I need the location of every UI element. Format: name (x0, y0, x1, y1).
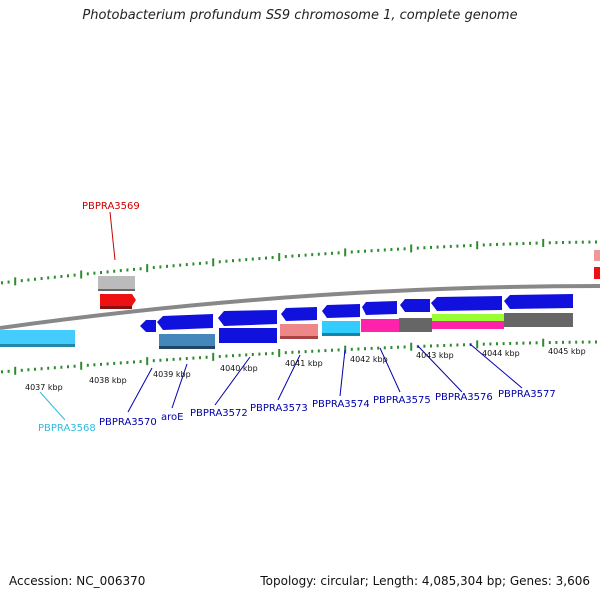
gene-feature-arrow-2[interactable] (218, 310, 277, 326)
map-title: Photobacterium profundum SS9 chromosome … (82, 8, 518, 23)
gene-label-pbpra3573[interactable]: PBPRA3573 (250, 403, 308, 414)
gene-feature-aroe[interactable] (159, 334, 215, 346)
tick-label: 4039 kbp (153, 370, 191, 379)
gene-feature-pbpra3573-shadow (280, 336, 318, 339)
gene-feature-pbpra3569-shadow (100, 306, 132, 309)
gene-feature-pbpra3568-shadow (0, 344, 75, 347)
gene-feature-edge-red[interactable] (594, 267, 600, 279)
gene-feature-pbpra3576-bottom[interactable] (432, 321, 504, 329)
gene-label-aroe[interactable]: aroE (161, 412, 183, 423)
gene-feature-aroe-shadow (159, 346, 215, 349)
gene-label-pbpra3572[interactable]: PBPRA3572 (190, 408, 248, 419)
gene-feature-pbpra3570-arrow[interactable] (157, 314, 213, 330)
gene-features[interactable] (0, 250, 600, 349)
gene-feature-arrow-8[interactable] (504, 294, 573, 309)
gene-feature-pbpra3573[interactable] (280, 324, 318, 336)
tick-label: 4044 kbp (482, 349, 520, 358)
gene-feature-pbpra3575[interactable] (361, 319, 399, 332)
gene-feature-small-arrow[interactable] (140, 320, 156, 332)
gene-label-pbpra3568[interactable]: PBPRA3568 (38, 423, 96, 434)
gene-label-pbpra3576[interactable]: PBPRA3576 (435, 392, 493, 403)
gene-label-pbpra3574[interactable]: PBPRA3574 (312, 399, 370, 410)
tick-label: 4041 kbp (285, 359, 323, 368)
gene-label-pbpra3570[interactable]: PBPRA3570 (99, 417, 157, 428)
gene-labels[interactable]: PBPRA3569 PBPRA3568 PBPRA3570 aroE PBPRA… (38, 201, 556, 434)
gene-feature-pbpra3569[interactable] (100, 294, 136, 306)
gene-feature-grey[interactable] (98, 276, 135, 289)
gene-feature-pbpra3576-top[interactable] (432, 314, 504, 321)
tick-label: 4038 kbp (89, 376, 127, 385)
gene-feature-arrow-7[interactable] (431, 296, 502, 311)
gene-label-pbpra3575[interactable]: PBPRA3575 (373, 395, 431, 406)
callout-lines (39, 211, 523, 421)
chromosome-backbone (0, 284, 600, 330)
gene-feature-pbpra3568[interactable] (0, 330, 75, 344)
gene-label-pbpra3577[interactable]: PBPRA3577 (498, 389, 556, 400)
tick-label: 4037 kbp (25, 383, 63, 392)
gene-feature-pbpra3574-shadow (322, 333, 360, 336)
accession-label: Accession: NC_006370 (9, 574, 146, 588)
tick-label: 4040 kbp (220, 364, 258, 373)
gene-feature-arrow-3[interactable] (281, 307, 317, 321)
gene-feature-grey-2[interactable] (399, 318, 432, 332)
tick-label: 4045 kbp (548, 347, 586, 356)
outer-tick-ring (1, 238, 597, 286)
gene-feature-pbpra3574[interactable] (322, 321, 360, 333)
gene-feature-arrow-5[interactable] (362, 301, 397, 315)
kbp-ticks: 4037 kbp 4038 kbp 4039 kbp 4040 kbp 4041… (25, 347, 586, 392)
gene-feature-arrow-4[interactable] (322, 304, 360, 318)
gene-feature-arrow-6[interactable] (400, 299, 430, 312)
gene-label-pbpra3569[interactable]: PBPRA3569 (82, 201, 140, 212)
tick-label: 4042 kbp (350, 355, 388, 364)
tick-label: 4043 kbp (416, 351, 454, 360)
gene-feature-grey-shadow (98, 289, 135, 291)
gene-feature-pbpra3572[interactable] (219, 328, 277, 343)
gene-feature-pbpra3577[interactable] (504, 313, 573, 327)
inner-tick-ring (1, 338, 597, 375)
gene-feature-edge-top[interactable] (594, 250, 600, 261)
genome-summary: Topology: circular; Length: 4,085,304 bp… (260, 574, 590, 588)
